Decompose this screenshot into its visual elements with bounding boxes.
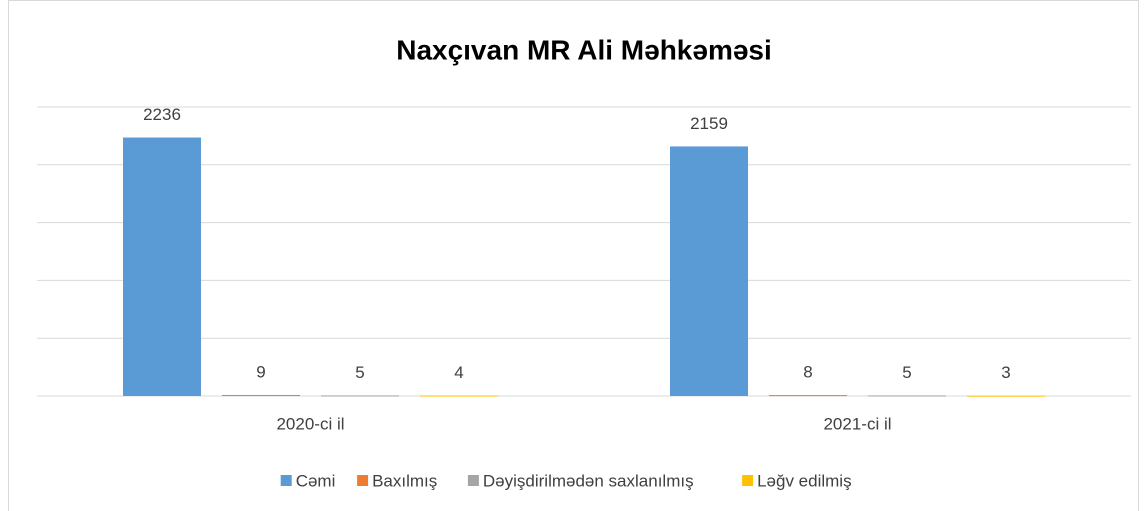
legend-label: Cəmi bbox=[296, 471, 336, 490]
bar bbox=[321, 395, 399, 397]
data-label: 9 bbox=[256, 362, 265, 381]
bar bbox=[123, 137, 201, 396]
bar bbox=[868, 395, 946, 397]
bar bbox=[670, 146, 748, 396]
bar bbox=[967, 395, 1045, 397]
bar bbox=[420, 395, 498, 397]
legend-label: Ləğv edilmiş bbox=[757, 471, 852, 490]
data-label: 3 bbox=[1001, 363, 1010, 382]
chart-title: Naxçıvan MR Ali Məhkəməsi bbox=[396, 34, 772, 65]
data-label: 4 bbox=[454, 363, 463, 382]
legend-swatch bbox=[280, 475, 292, 486]
legend-swatch bbox=[742, 475, 754, 486]
legend-swatch bbox=[357, 475, 369, 486]
bar bbox=[222, 394, 300, 396]
data-label: 5 bbox=[355, 363, 364, 382]
data-label: 2236 bbox=[143, 105, 181, 124]
bar bbox=[769, 395, 847, 397]
x-tick-label: 2020-ci il bbox=[276, 414, 344, 433]
data-label: 8 bbox=[803, 363, 812, 382]
x-tick-label: 2021-ci il bbox=[823, 414, 891, 433]
data-label: 5 bbox=[902, 363, 911, 382]
data-label: 2159 bbox=[690, 114, 728, 133]
legend-swatch bbox=[467, 475, 479, 486]
legend-label: Dəyişdirilmədən saxlanılmış bbox=[483, 471, 694, 490]
legend-label: Baxılmış bbox=[372, 471, 437, 490]
